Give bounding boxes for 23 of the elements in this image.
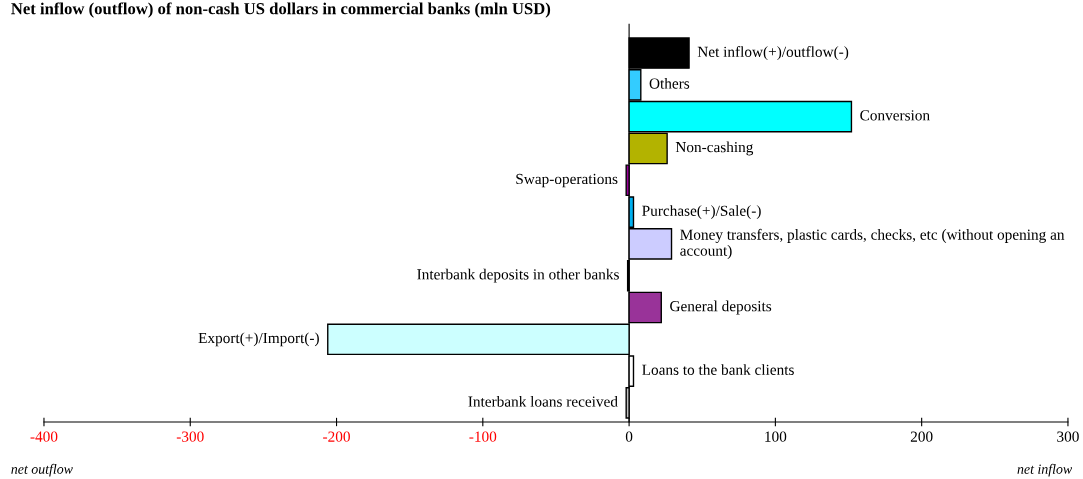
chart-title: Net inflow (outflow) of non-cash US dollars in commercial banks (mln USD) xyxy=(11,2,551,18)
x-tick-label: -100 xyxy=(469,431,497,442)
x-tick-label: -200 xyxy=(323,431,350,442)
y-tick-label: Purchase(+)/Sale(-) xyxy=(642,205,761,220)
text: net inflow xyxy=(1017,463,1073,477)
x-tick-label: 100 xyxy=(765,431,787,442)
y-tick-label: Export(+)/Import(-) xyxy=(198,332,319,347)
y-tick-label: General deposits xyxy=(670,300,772,315)
x-tick-label: 0 xyxy=(625,431,633,442)
x-tick-label: -300 xyxy=(176,431,204,442)
x-tick-label: 300 xyxy=(1057,431,1079,442)
y-tick-label: Conversion xyxy=(860,110,930,121)
y-tick-label: Money transfers, plastic cards, checks, etc (without opening an account) xyxy=(680,228,1065,259)
y-tick-label: Swap-operations xyxy=(516,173,618,188)
y-tick-label: Interbank deposits in other banks xyxy=(417,268,619,283)
text: net outflow xyxy=(11,463,73,477)
y-tick-label: Non-cashing xyxy=(675,141,754,156)
y-tick-label: Interbank loans received xyxy=(468,395,618,407)
y-tick-label: Others xyxy=(649,77,690,89)
y-tick-label: Net inflow(+)/outflow(-) xyxy=(697,46,849,61)
x-tick-label: 200 xyxy=(910,431,933,442)
y-tick-label: Loans to the bank clients xyxy=(642,364,794,375)
x-tick-label: -400 xyxy=(30,431,58,442)
